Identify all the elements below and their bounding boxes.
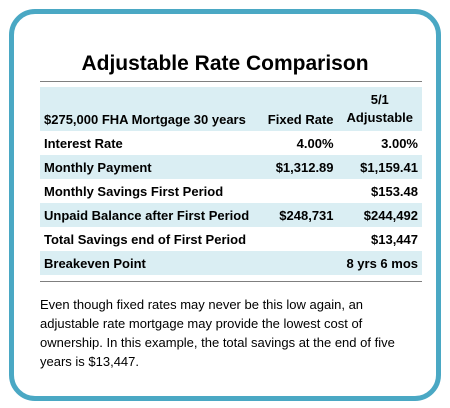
row-fixed — [257, 227, 338, 251]
comparison-card: Adjustable Rate Comparison $275,000 FHA … — [9, 9, 441, 401]
row-adjustable: 3.00% — [381, 135, 418, 151]
row-label: Monthly Payment — [40, 155, 257, 179]
explanation-note: Even though fixed rates may never be thi… — [40, 297, 395, 369]
row-label: Total Savings end of First Period — [44, 231, 247, 247]
row-adjustable: $13,447 — [371, 231, 418, 247]
row-adjustable: $1,159.41 — [337, 155, 422, 179]
header-adjustable: 5/1 Adjustable — [337, 87, 422, 131]
row-fixed: $1,312.89 — [256, 155, 338, 179]
row-adjustable: $153.48 — [371, 183, 418, 199]
row-label: Unpaid Balance after First Period — [40, 203, 257, 227]
table-row: Breakeven Point 8 yrs 6 mos — [40, 251, 422, 275]
table-row: Monthly Payment $1,312.89 $1,159.41 — [40, 155, 422, 179]
header-adjustable-bottom: Adjustable — [346, 110, 413, 125]
top-rule — [40, 81, 422, 82]
row-adjustable: $244,492 — [337, 203, 422, 227]
row-adjustable: 8 yrs 6 mos — [337, 251, 422, 275]
card-title: Adjustable Rate Comparison — [81, 52, 369, 75]
table-row: Interest Rate 4.00% 3.00% — [40, 131, 422, 155]
row-fixed — [256, 251, 338, 275]
header-label: $275,000 FHA Mortgage 30 years — [40, 87, 257, 131]
comparison-table: $275,000 FHA Mortgage 30 years Fixed Rat… — [40, 87, 422, 275]
table-header-row: $275,000 FHA Mortgage 30 years Fixed Rat… — [40, 87, 422, 131]
row-label: Interest Rate — [44, 135, 123, 151]
row-fixed: $248,731 — [256, 203, 338, 227]
row-fixed: 4.00% — [296, 135, 334, 151]
header-adjustable-top: 5/1 — [370, 92, 389, 107]
row-fixed — [257, 179, 338, 203]
row-label: Breakeven Point — [40, 251, 257, 275]
header-fixed: Fixed Rate — [256, 87, 338, 131]
bottom-rule — [40, 281, 422, 282]
table-row: Monthly Savings First Period $153.48 — [40, 179, 422, 203]
row-label: Monthly Savings First Period — [44, 183, 224, 199]
table-row: Unpaid Balance after First Period $248,7… — [40, 203, 422, 227]
table-row: Total Savings end of First Period $13,44… — [40, 227, 422, 251]
